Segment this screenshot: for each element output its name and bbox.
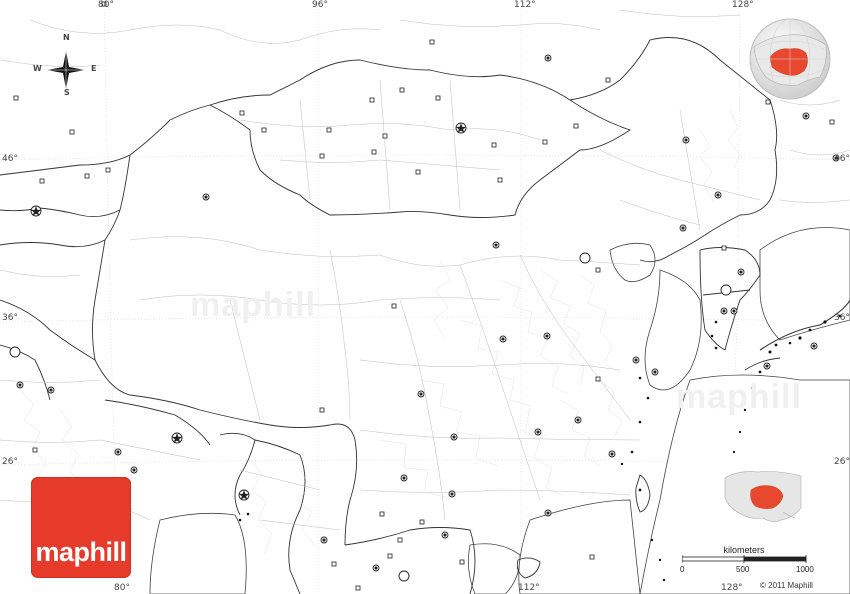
capital-markers [9, 122, 732, 582]
coastlines [149, 227, 850, 594]
scale-tick-0: 0 [680, 565, 685, 574]
latitude-label-26-left: 26° [2, 457, 18, 467]
globe-icon [749, 18, 831, 100]
longitude-label-128-bottom: 128° [721, 583, 743, 593]
longitude-label-80-top: 80° [98, 0, 114, 10]
latitude-label-46-left: 46° [2, 154, 18, 164]
longitude-label-112-top: 112° [514, 0, 536, 10]
maphill-logo[interactable]: maphill [31, 477, 131, 578]
scale-tick-1000: 1000 [796, 565, 814, 574]
compass-s: S [64, 88, 70, 97]
country-borders [0, 37, 850, 594]
admin-borders [0, 9, 850, 531]
compass-n: N [63, 33, 70, 42]
latitude-label-36-left: 36° [2, 313, 18, 323]
scale-bar-graphic [682, 555, 807, 563]
compass-icon [47, 51, 85, 89]
globe-locator [748, 17, 832, 101]
county-borders [19, 109, 741, 555]
longitude-label-128-top: 128° [732, 0, 754, 10]
islands [238, 314, 842, 582]
longitude-label-96-top: 96° [312, 0, 328, 10]
latitude-label-26-right: 26° [834, 457, 850, 467]
scale-bar: kilometers 0 500 1000 [680, 545, 840, 575]
inset-icon [724, 471, 802, 522]
city-markers [16, 54, 840, 572]
logo-text: maphill [35, 537, 127, 567]
watermark-text-2: maphill [190, 286, 317, 324]
scale-tick-500: 500 [736, 565, 750, 574]
compass-rose: N S W E [33, 33, 97, 97]
asia-inset-map [723, 468, 803, 526]
longitude-label-80-bottom: 80° [114, 583, 130, 593]
compass-e: E [91, 64, 97, 73]
longitude-label-112-bottom: 112° [518, 583, 540, 593]
scale-title: kilometers [723, 545, 765, 555]
latitude-label-46-right: 46° [834, 154, 850, 164]
latitude-label-36-right: 36° [834, 313, 850, 323]
watermark-text: maphill [676, 378, 803, 416]
compass-w: W [33, 64, 42, 73]
copyright-text: © 2011 Maphill [760, 581, 813, 590]
